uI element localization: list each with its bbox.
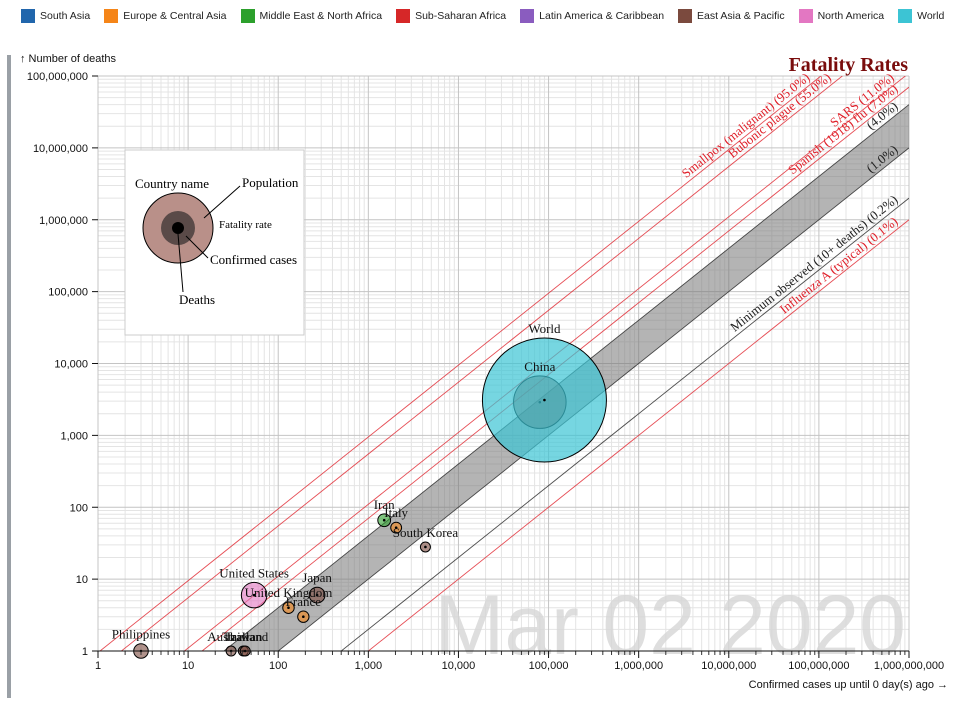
country-label: China xyxy=(524,359,555,374)
y-tick-label: 100,000 xyxy=(48,287,88,299)
center-dot xyxy=(252,593,256,597)
legend-item: North America xyxy=(798,9,885,23)
legend-fatality-rate: Fatality rate xyxy=(219,219,272,231)
legend-label: Europe & Central Asia xyxy=(123,10,227,22)
center-dot xyxy=(424,545,427,549)
axes: 1 10 100 1,000 10,000 100,000 1,000,000 10,000,… xyxy=(27,71,944,672)
legend-item: East Asia & Pacific xyxy=(678,9,785,23)
legend-item: Middle East & North Africa xyxy=(240,9,383,23)
legend-label: North America xyxy=(817,10,885,22)
legend-swatch xyxy=(396,9,411,23)
legend-label: World xyxy=(917,10,945,22)
date-watermark: Mar 02 2020 xyxy=(434,578,906,672)
rate-line xyxy=(340,197,909,651)
country-label: Italy xyxy=(384,505,408,520)
legend-deaths-circle xyxy=(172,222,184,234)
legend-country-name: Country name xyxy=(135,176,209,191)
y-tick-label: 1,000,000 xyxy=(39,215,88,227)
y-tick-label: 10 xyxy=(76,574,88,586)
legend-swatch xyxy=(104,9,119,23)
legend-swatch xyxy=(798,9,813,23)
legend-population: Population xyxy=(242,175,299,190)
country-label: South Korea xyxy=(393,525,459,540)
country-label: United States xyxy=(219,565,289,580)
country-label: Australia xyxy=(207,629,255,644)
side-bar xyxy=(7,55,11,698)
y-tick-label: 10,000 xyxy=(54,359,88,371)
y-axis-label: ↑ Number of deaths xyxy=(20,53,116,65)
legend-pointer xyxy=(203,185,241,219)
legend-swatch xyxy=(898,9,913,23)
legend-label: Sub-Saharan Africa xyxy=(415,10,507,22)
legend: South Asia Europe & Central Asia Middle Ea… xyxy=(21,9,944,23)
center-dot xyxy=(543,398,546,402)
country-label: Taiwan xyxy=(224,629,263,644)
x-tick-label: 1,000,000,000 xyxy=(874,660,944,672)
x-tick-label: 10 xyxy=(182,660,194,672)
country-label: Japan xyxy=(302,570,332,585)
x-tick-label: 1,000,000 xyxy=(614,660,663,672)
y-tick-label: 100,000,000 xyxy=(27,71,88,83)
legend-pointer xyxy=(185,235,209,259)
country-label: Philippines xyxy=(112,627,171,642)
legend-deaths: Deaths xyxy=(179,292,215,307)
center-dot xyxy=(315,593,319,597)
x-tick-label: 10,000 xyxy=(442,660,476,672)
legend-item: Sub-Saharan Africa xyxy=(396,9,506,23)
legend-item: Europe & Central Asia xyxy=(104,9,227,23)
x-tick-label: 1,000 xyxy=(355,660,383,672)
center-dot xyxy=(302,615,305,619)
legend-label: South Asia xyxy=(40,10,91,22)
x-tick-label: 100 xyxy=(269,660,287,672)
rate-line xyxy=(120,76,844,651)
legend-swatch xyxy=(678,9,693,23)
y-tick-label: 100 xyxy=(70,502,88,514)
legend-label: Middle East & North Africa xyxy=(259,10,383,22)
x-tick-label: 1 xyxy=(95,660,101,672)
rate-line xyxy=(277,147,909,651)
rate-line xyxy=(99,76,822,651)
y-tick-label: 10,000,000 xyxy=(33,143,88,155)
y-tick-label: 1 xyxy=(82,646,88,658)
legend-swatch xyxy=(520,9,535,23)
country-label: France xyxy=(286,594,322,609)
y-tick-label: 1,000 xyxy=(60,430,88,442)
legend-pointer xyxy=(177,233,184,293)
country-label: Thailand xyxy=(222,629,269,644)
x-axis-label: Confirmed cases up until 0 day(s) ago → xyxy=(749,679,948,691)
center-dot xyxy=(287,606,290,610)
center-dot xyxy=(382,518,386,522)
legend-label: Latin America & Caribbean xyxy=(539,10,665,22)
country-label: World xyxy=(528,321,561,336)
x-tick-label: 100,000 xyxy=(529,660,569,672)
x-tick-label: 100,000,000 xyxy=(788,660,849,672)
country-label: Iran xyxy=(374,497,395,512)
legend-label: East Asia & Pacific xyxy=(697,10,785,22)
chart-title: Fatality Rates xyxy=(789,54,909,76)
legend-swatch xyxy=(21,9,35,23)
center-dot xyxy=(394,526,398,529)
rate-line xyxy=(367,219,909,651)
legend-confirmed-cases: Confirmed cases xyxy=(210,252,297,267)
size-legend: Country name Population Fatality rate Co… xyxy=(124,149,305,336)
legend-item: Latin America & Caribbean xyxy=(520,9,664,23)
legend-item: World xyxy=(898,9,944,23)
legend-item: South Asia xyxy=(21,9,90,23)
legend-swatch xyxy=(240,9,255,23)
country-label: United Kingdom xyxy=(245,585,333,600)
x-tick-label: 10,000,000 xyxy=(701,660,756,672)
